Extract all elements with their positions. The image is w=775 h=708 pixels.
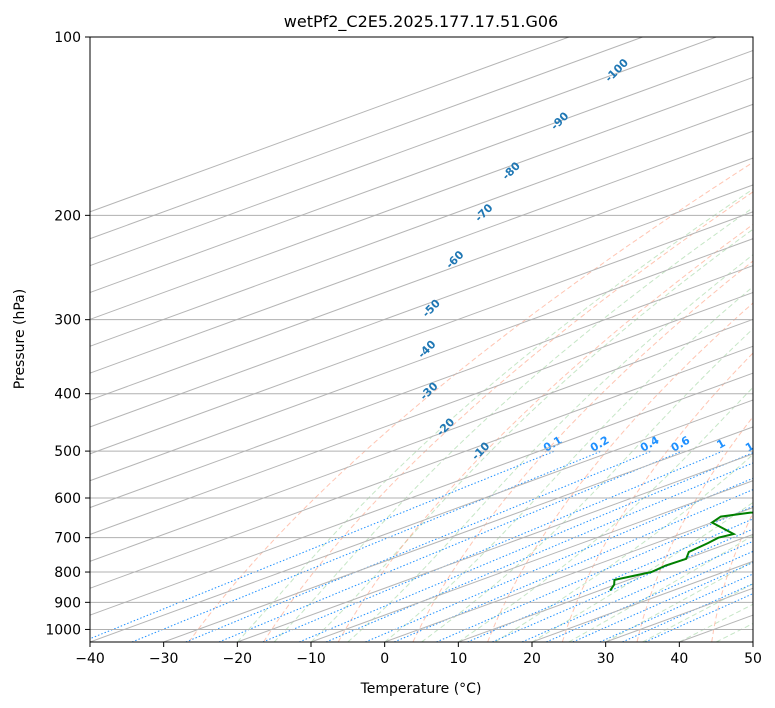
y-tick-label: 500 — [54, 444, 81, 460]
x-tick-label: 30 — [597, 651, 615, 667]
y-tick-label: 200 — [54, 208, 81, 224]
mixing-ratio-line — [644, 593, 753, 642]
y-tick-label: 700 — [54, 531, 81, 547]
isotherm-line — [90, 37, 718, 267]
mixing-ratio-line — [299, 452, 753, 642]
profiles — [609, 511, 753, 592]
moist-adiabat-line — [458, 386, 753, 642]
plot-frame — [89, 36, 754, 643]
x-tick-label: −20 — [223, 651, 253, 667]
mixing-ratio-line — [325, 462, 753, 642]
isotherm-line — [90, 130, 753, 374]
y-tick-label: 800 — [54, 565, 81, 581]
y-tick-label: 900 — [54, 595, 81, 611]
isotherm-line — [90, 399, 753, 642]
y-tick-label: 400 — [54, 387, 81, 403]
x-tick-label: −30 — [149, 651, 179, 667]
isotherm-line — [90, 37, 645, 240]
mixing-ratio-line — [185, 450, 652, 642]
mixing-ratio-line — [131, 450, 602, 642]
moist-adiabat-line — [384, 286, 753, 642]
x-tick-label: 40 — [670, 651, 688, 667]
mixing-ratio-label: 1.5 — [743, 434, 766, 455]
isotherm-line — [90, 157, 753, 401]
x-tick-label: −40 — [75, 651, 105, 667]
isotherm-line — [384, 507, 753, 642]
isobars — [90, 37, 753, 630]
isotherm-line — [90, 37, 571, 213]
isotherm-line — [163, 426, 753, 642]
isotherm-line — [90, 238, 753, 482]
x-axis-label: Temperature (°C) — [360, 681, 482, 697]
isotherm-line — [90, 291, 753, 535]
isotherm-line — [90, 76, 753, 320]
isotherm-line — [90, 318, 753, 562]
moist-adiabat-line — [273, 207, 753, 642]
y-axis-ticks: 100 200 300 400 500 600 700 800 900 1000 — [45, 30, 90, 638]
chart-title: wetPf2_C2E5.2025.177.17.51.G06 — [284, 12, 558, 32]
y-axis-label: Pressure (hPa) — [12, 289, 28, 389]
y-tick-label: 100 — [54, 30, 81, 46]
isotherms — [90, 37, 753, 642]
y-tick-label: 600 — [54, 491, 81, 507]
isotherm-line — [90, 372, 753, 616]
mixing-ratio-line — [572, 562, 753, 642]
y-tick-label: 300 — [54, 313, 81, 329]
moist-adiabat-line — [236, 188, 753, 642]
x-tick-label: −10 — [296, 651, 326, 667]
moist-adiabat-line — [347, 254, 753, 642]
plot-area: 0.10.20.40.611.52346810131620253036 -100… — [90, 37, 766, 642]
mixing-ratio-line — [436, 505, 753, 642]
moist-adiabat-line — [605, 560, 753, 642]
mixing-ratio-line — [467, 518, 753, 642]
isotherm-line — [90, 103, 753, 347]
moist-adiabat-line — [531, 501, 753, 642]
x-tick-label: 10 — [449, 651, 467, 667]
x-axis-ticks: −40 −30 −20 −10 0 10 20 30 40 50 — [75, 642, 762, 667]
isotherm-line — [458, 533, 753, 642]
dry-adiabat-line — [263, 191, 753, 642]
isotherm-line — [90, 345, 753, 589]
isotherm-line — [237, 453, 753, 642]
isotherm-line — [90, 49, 753, 294]
y-tick-label: 1000 — [45, 622, 81, 638]
x-tick-label: 50 — [744, 651, 762, 667]
isotherm-line — [90, 184, 753, 428]
moist-adiabat-line — [642, 583, 753, 642]
dewpoint-profile-line — [609, 511, 753, 592]
dry-adiabat-line — [188, 161, 753, 642]
x-tick-label: 20 — [523, 651, 541, 667]
x-tick-label: 0 — [380, 651, 389, 667]
isotherm-line — [90, 211, 753, 455]
isotherm-line — [310, 480, 753, 642]
isotherm-line — [90, 265, 753, 509]
